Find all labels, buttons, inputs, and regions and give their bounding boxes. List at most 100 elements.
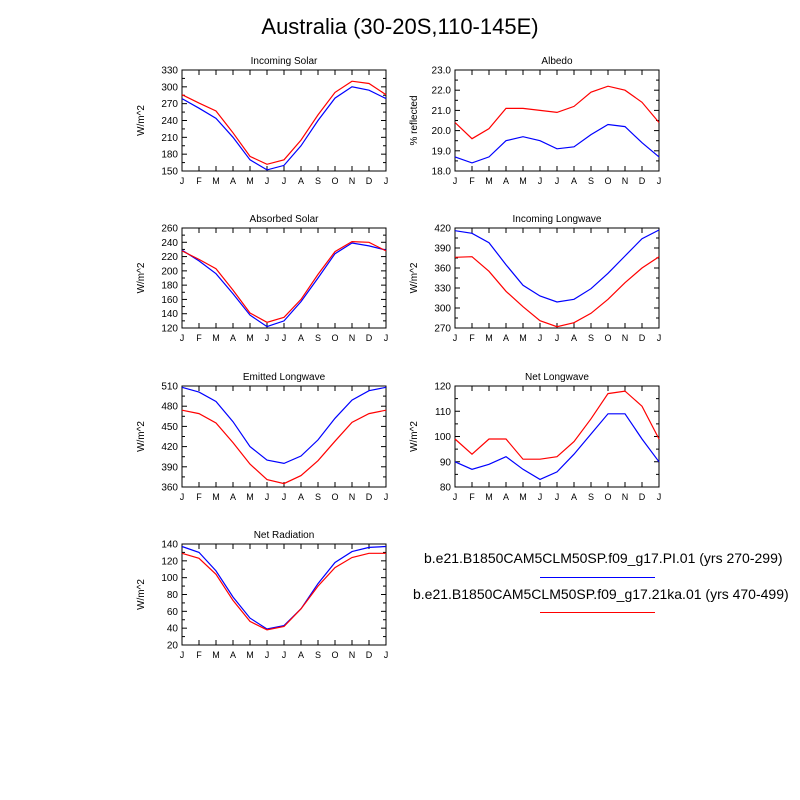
panel5-xtick-label: J xyxy=(265,492,270,502)
panel5-xtick-label: M xyxy=(212,492,220,502)
panel5-title: Emitted Longwave xyxy=(243,372,326,383)
panel6-ytick-label: 80 xyxy=(440,483,452,494)
panel7-ytick-label: 100 xyxy=(161,573,178,584)
panel2-xtick-label: J xyxy=(657,176,662,186)
panel4-xtick-label: F xyxy=(469,333,475,343)
panel4-xtick-label: J xyxy=(555,333,560,343)
panel6-ytick-label: 120 xyxy=(434,382,451,393)
legend-line-ka xyxy=(540,612,655,613)
panel6-xtick-label: J xyxy=(453,492,458,502)
panel1-title: Incoming Solar xyxy=(251,56,318,67)
panel5-ytick-label: 390 xyxy=(161,462,178,473)
panel7-xtick-label: F xyxy=(196,650,202,660)
panel4-ytick-label: 390 xyxy=(434,244,451,255)
panel4-ytick-label: 270 xyxy=(434,324,451,335)
panel5-xtick-label: S xyxy=(315,492,321,502)
panel4-title: Incoming Longwave xyxy=(513,214,602,225)
panel4-ytick-label: 360 xyxy=(434,264,451,275)
panel2-xtick-label: N xyxy=(622,176,629,186)
panel6-xtick-label: S xyxy=(588,492,594,502)
panel3-xtick-label: J xyxy=(282,333,287,343)
panel2-ytick-label: 23.0 xyxy=(432,66,452,77)
panel3-xtick-label: A xyxy=(230,333,236,343)
panel4-xtick-label: J xyxy=(453,333,458,343)
panel7-ytick-label: 20 xyxy=(167,641,179,652)
panel3-series-pi-line xyxy=(181,242,387,328)
panel2-ylabel: % reflected xyxy=(409,95,420,145)
panel5-xtick-label: O xyxy=(331,492,338,502)
panel3-xtick-label: J xyxy=(180,333,185,343)
panel4-xtick-label: J xyxy=(538,333,543,343)
panel7-frame xyxy=(181,543,387,646)
panel3-xtick-label: A xyxy=(298,333,304,343)
panel3-title: Absorbed Solar xyxy=(250,214,320,225)
panel7-xtick-label: J xyxy=(265,650,270,660)
panel4-xtick-label: M xyxy=(519,333,527,343)
panel6-ytick-label: 100 xyxy=(434,432,451,443)
panel7-xtick-label: O xyxy=(331,650,338,660)
panel1-xtick-label: J xyxy=(180,176,185,186)
panel2-xtick-label: D xyxy=(639,176,646,186)
panel5-xtick-label: F xyxy=(196,492,202,502)
panel3-ylabel: W/m^2 xyxy=(136,262,147,293)
panel7-xtick-label: J xyxy=(384,650,389,660)
panel3-ytick-label: 200 xyxy=(161,266,178,277)
panel6-xtick-label: M xyxy=(519,492,527,502)
panel6-ylabel: W/m^2 xyxy=(409,421,420,452)
panel7-xtick-label: A xyxy=(298,650,304,660)
panel3-ytick-label: 120 xyxy=(161,324,178,335)
panel5-xtick-label: J xyxy=(282,492,287,502)
panel6-xtick-label: J xyxy=(657,492,662,502)
panel2-ytick-label: 22.0 xyxy=(432,86,452,97)
panel4-series-pi-line xyxy=(454,229,660,303)
panel2-frame xyxy=(454,69,660,172)
panel6-xtick-label: M xyxy=(485,492,493,502)
panel6-xtick-label: N xyxy=(622,492,629,502)
panel3-ytick-label: 240 xyxy=(161,238,178,249)
panel3-xtick-label: J xyxy=(265,333,270,343)
panel6-xtick-label: F xyxy=(469,492,475,502)
panel3-xtick-label: M xyxy=(246,333,254,343)
panel4-series-ka-line xyxy=(454,256,660,328)
panel5-ylabel: W/m^2 xyxy=(136,421,147,452)
panel7-title: Net Radiation xyxy=(254,530,315,541)
panel1-ytick-label: 240 xyxy=(161,116,178,127)
panel1-xtick-label: S xyxy=(315,176,321,186)
panel6-title: Net Longwave xyxy=(525,372,589,383)
panel4-xtick-label: J xyxy=(657,333,662,343)
panel3-xtick-label: J xyxy=(384,333,389,343)
panel7-xtick-label: M xyxy=(212,650,220,660)
panel6-xtick-label: A xyxy=(571,492,577,502)
panel1-ytick-label: 300 xyxy=(161,82,178,93)
panel5-xtick-label: N xyxy=(349,492,356,502)
panel4-xtick-label: A xyxy=(571,333,577,343)
panel6-ytick-label: 110 xyxy=(435,407,451,418)
panel4-xtick-label: M xyxy=(485,333,493,343)
panel3-ytick-label: 160 xyxy=(161,295,178,306)
panel2-ytick-label: 21.0 xyxy=(432,106,452,117)
panel1-ytick-label: 210 xyxy=(161,133,178,144)
panel1-xtick-label: J xyxy=(282,176,287,186)
panel1-xtick-label: M xyxy=(246,176,254,186)
panel1-xtick-label: N xyxy=(349,176,356,186)
panel5-series-ka-line xyxy=(181,409,387,485)
legend-line-pi xyxy=(540,577,655,578)
panel5-ytick-label: 450 xyxy=(161,422,178,433)
panel6-series-ka-line xyxy=(454,390,660,460)
panel3-xtick-label: D xyxy=(366,333,373,343)
panel1-series-pi-line xyxy=(181,86,387,171)
panel1-xtick-label: O xyxy=(331,176,338,186)
panel7-ytick-label: 140 xyxy=(161,540,178,551)
panel3-ytick-label: 260 xyxy=(161,224,178,235)
panel7-xtick-label: J xyxy=(180,650,185,660)
panel5-xtick-label: J xyxy=(180,492,185,502)
panel3-xtick-label: N xyxy=(349,333,356,343)
panel6-xtick-label: J xyxy=(538,492,543,502)
panel1-ylabel: W/m^2 xyxy=(136,105,147,136)
panel4-xtick-label: N xyxy=(622,333,629,343)
panel6-xtick-label: J xyxy=(555,492,560,502)
panel2-xtick-label: J xyxy=(555,176,560,186)
panel5-ytick-label: 420 xyxy=(161,442,178,453)
panel5-frame xyxy=(181,385,387,488)
